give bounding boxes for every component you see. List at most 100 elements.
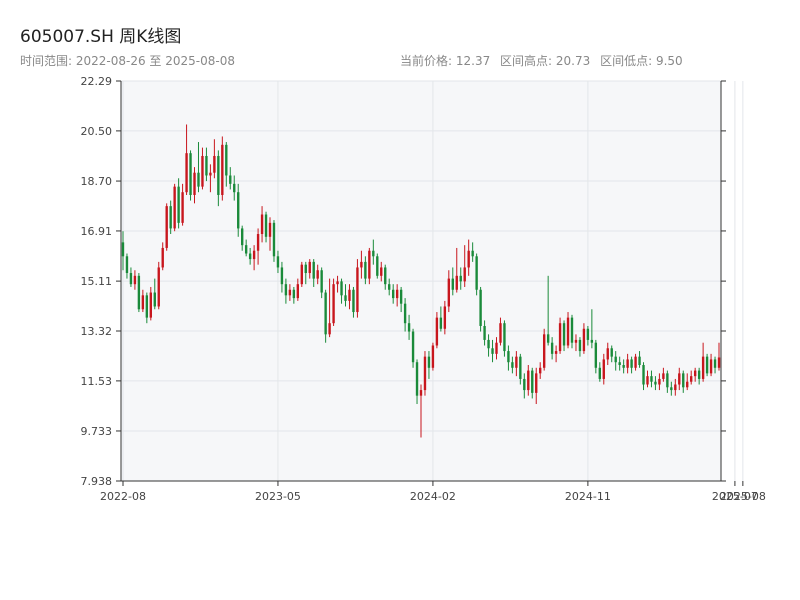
candle bbox=[352, 286, 355, 318]
candle-body bbox=[586, 328, 590, 340]
candle bbox=[384, 264, 387, 290]
candle-body bbox=[535, 373, 538, 393]
candle bbox=[586, 325, 590, 346]
candle bbox=[407, 314, 411, 340]
candle-body bbox=[388, 284, 391, 290]
candle-body bbox=[133, 275, 137, 285]
candle bbox=[471, 242, 474, 262]
candle bbox=[507, 345, 510, 371]
candle-body bbox=[241, 228, 244, 246]
candle bbox=[562, 320, 566, 352]
candle-body bbox=[642, 365, 645, 385]
candle bbox=[217, 150, 220, 207]
candle bbox=[686, 373, 689, 391]
y-tick-label: 13.32 bbox=[81, 325, 113, 338]
candle-body bbox=[666, 373, 669, 388]
candle bbox=[717, 342, 721, 371]
candle-body bbox=[582, 328, 586, 352]
candle-body bbox=[475, 256, 478, 290]
candle-body bbox=[157, 267, 160, 307]
candle-body bbox=[606, 348, 609, 360]
candle bbox=[658, 373, 661, 391]
candle-body bbox=[539, 367, 542, 374]
candle bbox=[201, 147, 204, 190]
candle bbox=[300, 261, 303, 287]
candle bbox=[237, 183, 240, 237]
candle bbox=[415, 359, 419, 405]
candle bbox=[566, 312, 570, 349]
candle bbox=[455, 247, 458, 293]
candle bbox=[340, 278, 343, 304]
candle-body bbox=[348, 289, 351, 301]
candle-body bbox=[717, 357, 721, 368]
candle-body bbox=[610, 348, 613, 357]
x-tick-label: 2022-08 bbox=[100, 490, 146, 503]
candle-body bbox=[280, 267, 284, 285]
candle-body bbox=[244, 245, 248, 254]
candle-body bbox=[332, 284, 335, 324]
candle-body bbox=[686, 381, 689, 388]
candle bbox=[411, 328, 415, 368]
candle bbox=[344, 284, 347, 307]
candle-body bbox=[260, 214, 264, 235]
candle bbox=[328, 278, 331, 338]
candle bbox=[213, 139, 216, 179]
candle bbox=[483, 320, 486, 346]
y-tick-label: 22.29 bbox=[81, 75, 113, 88]
candle-body bbox=[431, 345, 435, 368]
candle bbox=[709, 353, 713, 377]
candle-body bbox=[181, 192, 184, 223]
candle bbox=[654, 376, 657, 391]
candle-body bbox=[312, 261, 315, 279]
candle bbox=[491, 339, 494, 363]
candle-body bbox=[376, 256, 379, 276]
candle-body bbox=[550, 342, 554, 354]
axes: 22.29 20.50 18.70 16.91 15.11 13.32 11.53 9.733… bbox=[81, 75, 766, 503]
y-tick-label: 9.733 bbox=[81, 425, 113, 438]
candle-body bbox=[419, 390, 423, 396]
candle bbox=[606, 342, 609, 366]
candle bbox=[467, 239, 470, 276]
candle bbox=[388, 278, 391, 296]
candle-body bbox=[292, 289, 296, 299]
candle-body bbox=[654, 381, 657, 385]
range-high-label: 区间高点: 20.73 bbox=[500, 54, 591, 68]
candle-body bbox=[531, 370, 534, 393]
candle bbox=[499, 317, 502, 346]
candle bbox=[634, 353, 637, 371]
candle-body bbox=[459, 275, 462, 282]
candle bbox=[209, 164, 212, 193]
candle-body bbox=[558, 323, 562, 352]
candle-body bbox=[598, 367, 601, 379]
candle-body bbox=[328, 323, 331, 335]
candle-body bbox=[221, 144, 224, 195]
candle-body bbox=[467, 250, 470, 268]
candle-body bbox=[213, 155, 216, 173]
candle-body bbox=[340, 281, 343, 296]
x-tick-label: 2024-11 bbox=[565, 490, 611, 503]
candle-body bbox=[185, 153, 188, 193]
candle-body bbox=[439, 317, 443, 329]
candle-body bbox=[590, 339, 594, 343]
candle-body bbox=[435, 317, 439, 346]
range-low-label: 区间低点: 9.50 bbox=[600, 54, 683, 68]
candle bbox=[260, 206, 264, 243]
candle bbox=[197, 142, 200, 193]
candle-body bbox=[594, 342, 598, 368]
candle bbox=[161, 242, 164, 271]
candle-body bbox=[487, 339, 490, 349]
candle bbox=[153, 278, 156, 310]
candle bbox=[360, 250, 363, 279]
candle-body bbox=[407, 323, 411, 332]
candle-body bbox=[205, 155, 208, 176]
candle bbox=[614, 351, 617, 371]
candle bbox=[638, 351, 641, 368]
candle bbox=[399, 286, 403, 313]
candle-body bbox=[634, 356, 637, 368]
candle-body bbox=[141, 295, 145, 310]
candle-body bbox=[344, 295, 347, 301]
candle-body bbox=[411, 331, 415, 363]
candle bbox=[431, 342, 435, 371]
candle-body bbox=[229, 175, 232, 184]
candle bbox=[435, 312, 439, 349]
